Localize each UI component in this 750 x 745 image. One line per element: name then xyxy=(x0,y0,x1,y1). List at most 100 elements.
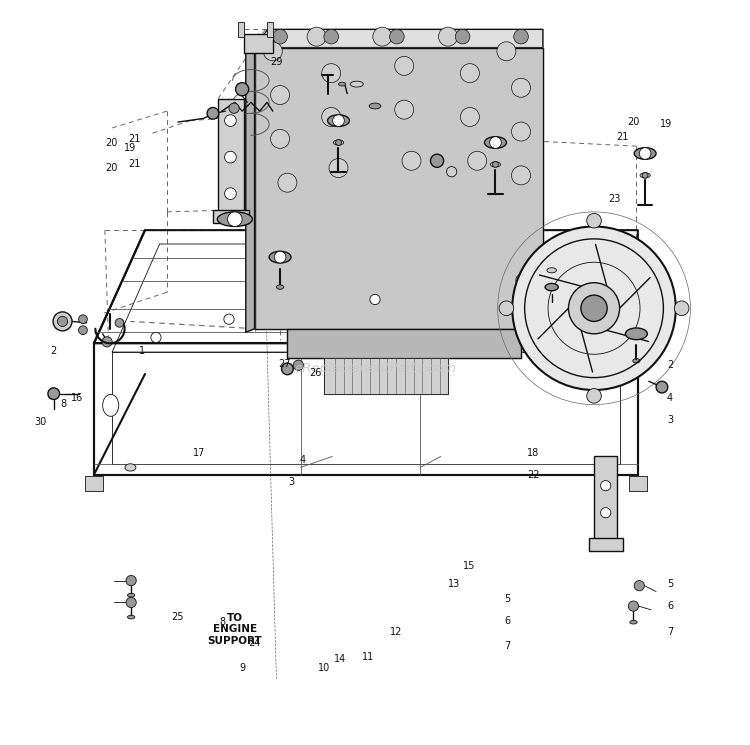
Circle shape xyxy=(455,29,470,44)
Text: 14: 14 xyxy=(334,654,346,665)
Circle shape xyxy=(460,107,479,127)
Ellipse shape xyxy=(490,162,500,167)
Circle shape xyxy=(307,27,326,46)
Text: 5: 5 xyxy=(667,579,674,589)
Circle shape xyxy=(224,314,234,324)
Ellipse shape xyxy=(328,115,350,127)
Bar xyxy=(629,476,646,491)
Circle shape xyxy=(601,507,610,518)
Circle shape xyxy=(512,122,530,141)
Text: 10: 10 xyxy=(318,663,330,673)
Bar xyxy=(86,476,103,491)
Ellipse shape xyxy=(633,358,640,363)
Circle shape xyxy=(58,317,68,326)
Bar xyxy=(589,538,622,551)
Text: 29: 29 xyxy=(270,57,283,67)
Text: 21: 21 xyxy=(616,132,629,142)
Circle shape xyxy=(446,167,457,177)
Circle shape xyxy=(329,159,348,177)
Text: 16: 16 xyxy=(70,393,83,403)
Text: 25: 25 xyxy=(171,612,184,622)
Bar xyxy=(244,34,273,53)
Circle shape xyxy=(229,103,239,113)
Circle shape xyxy=(151,332,161,343)
Circle shape xyxy=(48,388,59,399)
Ellipse shape xyxy=(125,463,136,471)
Circle shape xyxy=(293,360,304,370)
Text: 3: 3 xyxy=(667,415,674,425)
Circle shape xyxy=(394,57,414,75)
Circle shape xyxy=(512,78,530,98)
Text: 20: 20 xyxy=(106,163,118,173)
Circle shape xyxy=(493,162,499,168)
Text: 21: 21 xyxy=(128,159,140,169)
Ellipse shape xyxy=(277,285,284,289)
Circle shape xyxy=(79,326,87,335)
Bar xyxy=(213,209,250,223)
Ellipse shape xyxy=(217,212,252,226)
Circle shape xyxy=(402,151,421,171)
Circle shape xyxy=(568,282,620,334)
Circle shape xyxy=(281,363,293,375)
Text: 23: 23 xyxy=(609,194,621,204)
Ellipse shape xyxy=(128,593,135,597)
Circle shape xyxy=(634,580,644,591)
Text: 15: 15 xyxy=(463,561,475,571)
Ellipse shape xyxy=(545,283,558,291)
Circle shape xyxy=(601,481,610,491)
Circle shape xyxy=(674,301,689,316)
Ellipse shape xyxy=(634,148,656,159)
Circle shape xyxy=(278,173,297,192)
Circle shape xyxy=(512,226,676,390)
Circle shape xyxy=(373,27,392,46)
Circle shape xyxy=(394,100,414,119)
Text: 20: 20 xyxy=(106,138,118,148)
Circle shape xyxy=(126,597,136,608)
Text: 7: 7 xyxy=(667,627,674,637)
Bar xyxy=(267,22,273,37)
Text: 11: 11 xyxy=(362,652,374,662)
Circle shape xyxy=(589,258,599,268)
Circle shape xyxy=(656,381,668,393)
Text: 7: 7 xyxy=(504,641,510,651)
Circle shape xyxy=(207,107,219,119)
Text: 30: 30 xyxy=(34,417,46,427)
Text: 8: 8 xyxy=(61,399,67,409)
Circle shape xyxy=(224,151,236,163)
Circle shape xyxy=(586,213,602,228)
Ellipse shape xyxy=(338,82,346,86)
Circle shape xyxy=(224,115,236,127)
Text: 17: 17 xyxy=(194,448,206,458)
Text: 6: 6 xyxy=(667,601,674,611)
Text: 19: 19 xyxy=(660,119,672,130)
Circle shape xyxy=(581,295,608,321)
Text: 4: 4 xyxy=(299,455,306,465)
Circle shape xyxy=(589,320,599,330)
Circle shape xyxy=(322,63,340,83)
Bar xyxy=(594,457,617,544)
Text: 19: 19 xyxy=(124,142,136,153)
Circle shape xyxy=(236,83,249,96)
Ellipse shape xyxy=(547,267,556,273)
Text: 20: 20 xyxy=(627,117,639,127)
Circle shape xyxy=(389,29,404,44)
Circle shape xyxy=(224,188,236,200)
Text: 1: 1 xyxy=(139,346,145,355)
Circle shape xyxy=(53,312,72,331)
Bar xyxy=(218,99,244,212)
Ellipse shape xyxy=(484,136,506,148)
Polygon shape xyxy=(254,48,543,329)
Circle shape xyxy=(263,42,282,61)
Text: 24: 24 xyxy=(248,638,261,647)
Circle shape xyxy=(324,29,338,44)
Text: 22: 22 xyxy=(526,469,539,480)
Circle shape xyxy=(322,107,340,127)
Circle shape xyxy=(254,39,262,48)
Circle shape xyxy=(439,27,458,46)
Text: eReplacementParts.com: eReplacementParts.com xyxy=(294,362,456,375)
Circle shape xyxy=(460,63,479,83)
Text: 18: 18 xyxy=(527,448,539,458)
Circle shape xyxy=(628,601,638,611)
Text: TO
ENGINE
SUPPORT: TO ENGINE SUPPORT xyxy=(208,613,262,646)
Text: 9: 9 xyxy=(239,663,245,673)
